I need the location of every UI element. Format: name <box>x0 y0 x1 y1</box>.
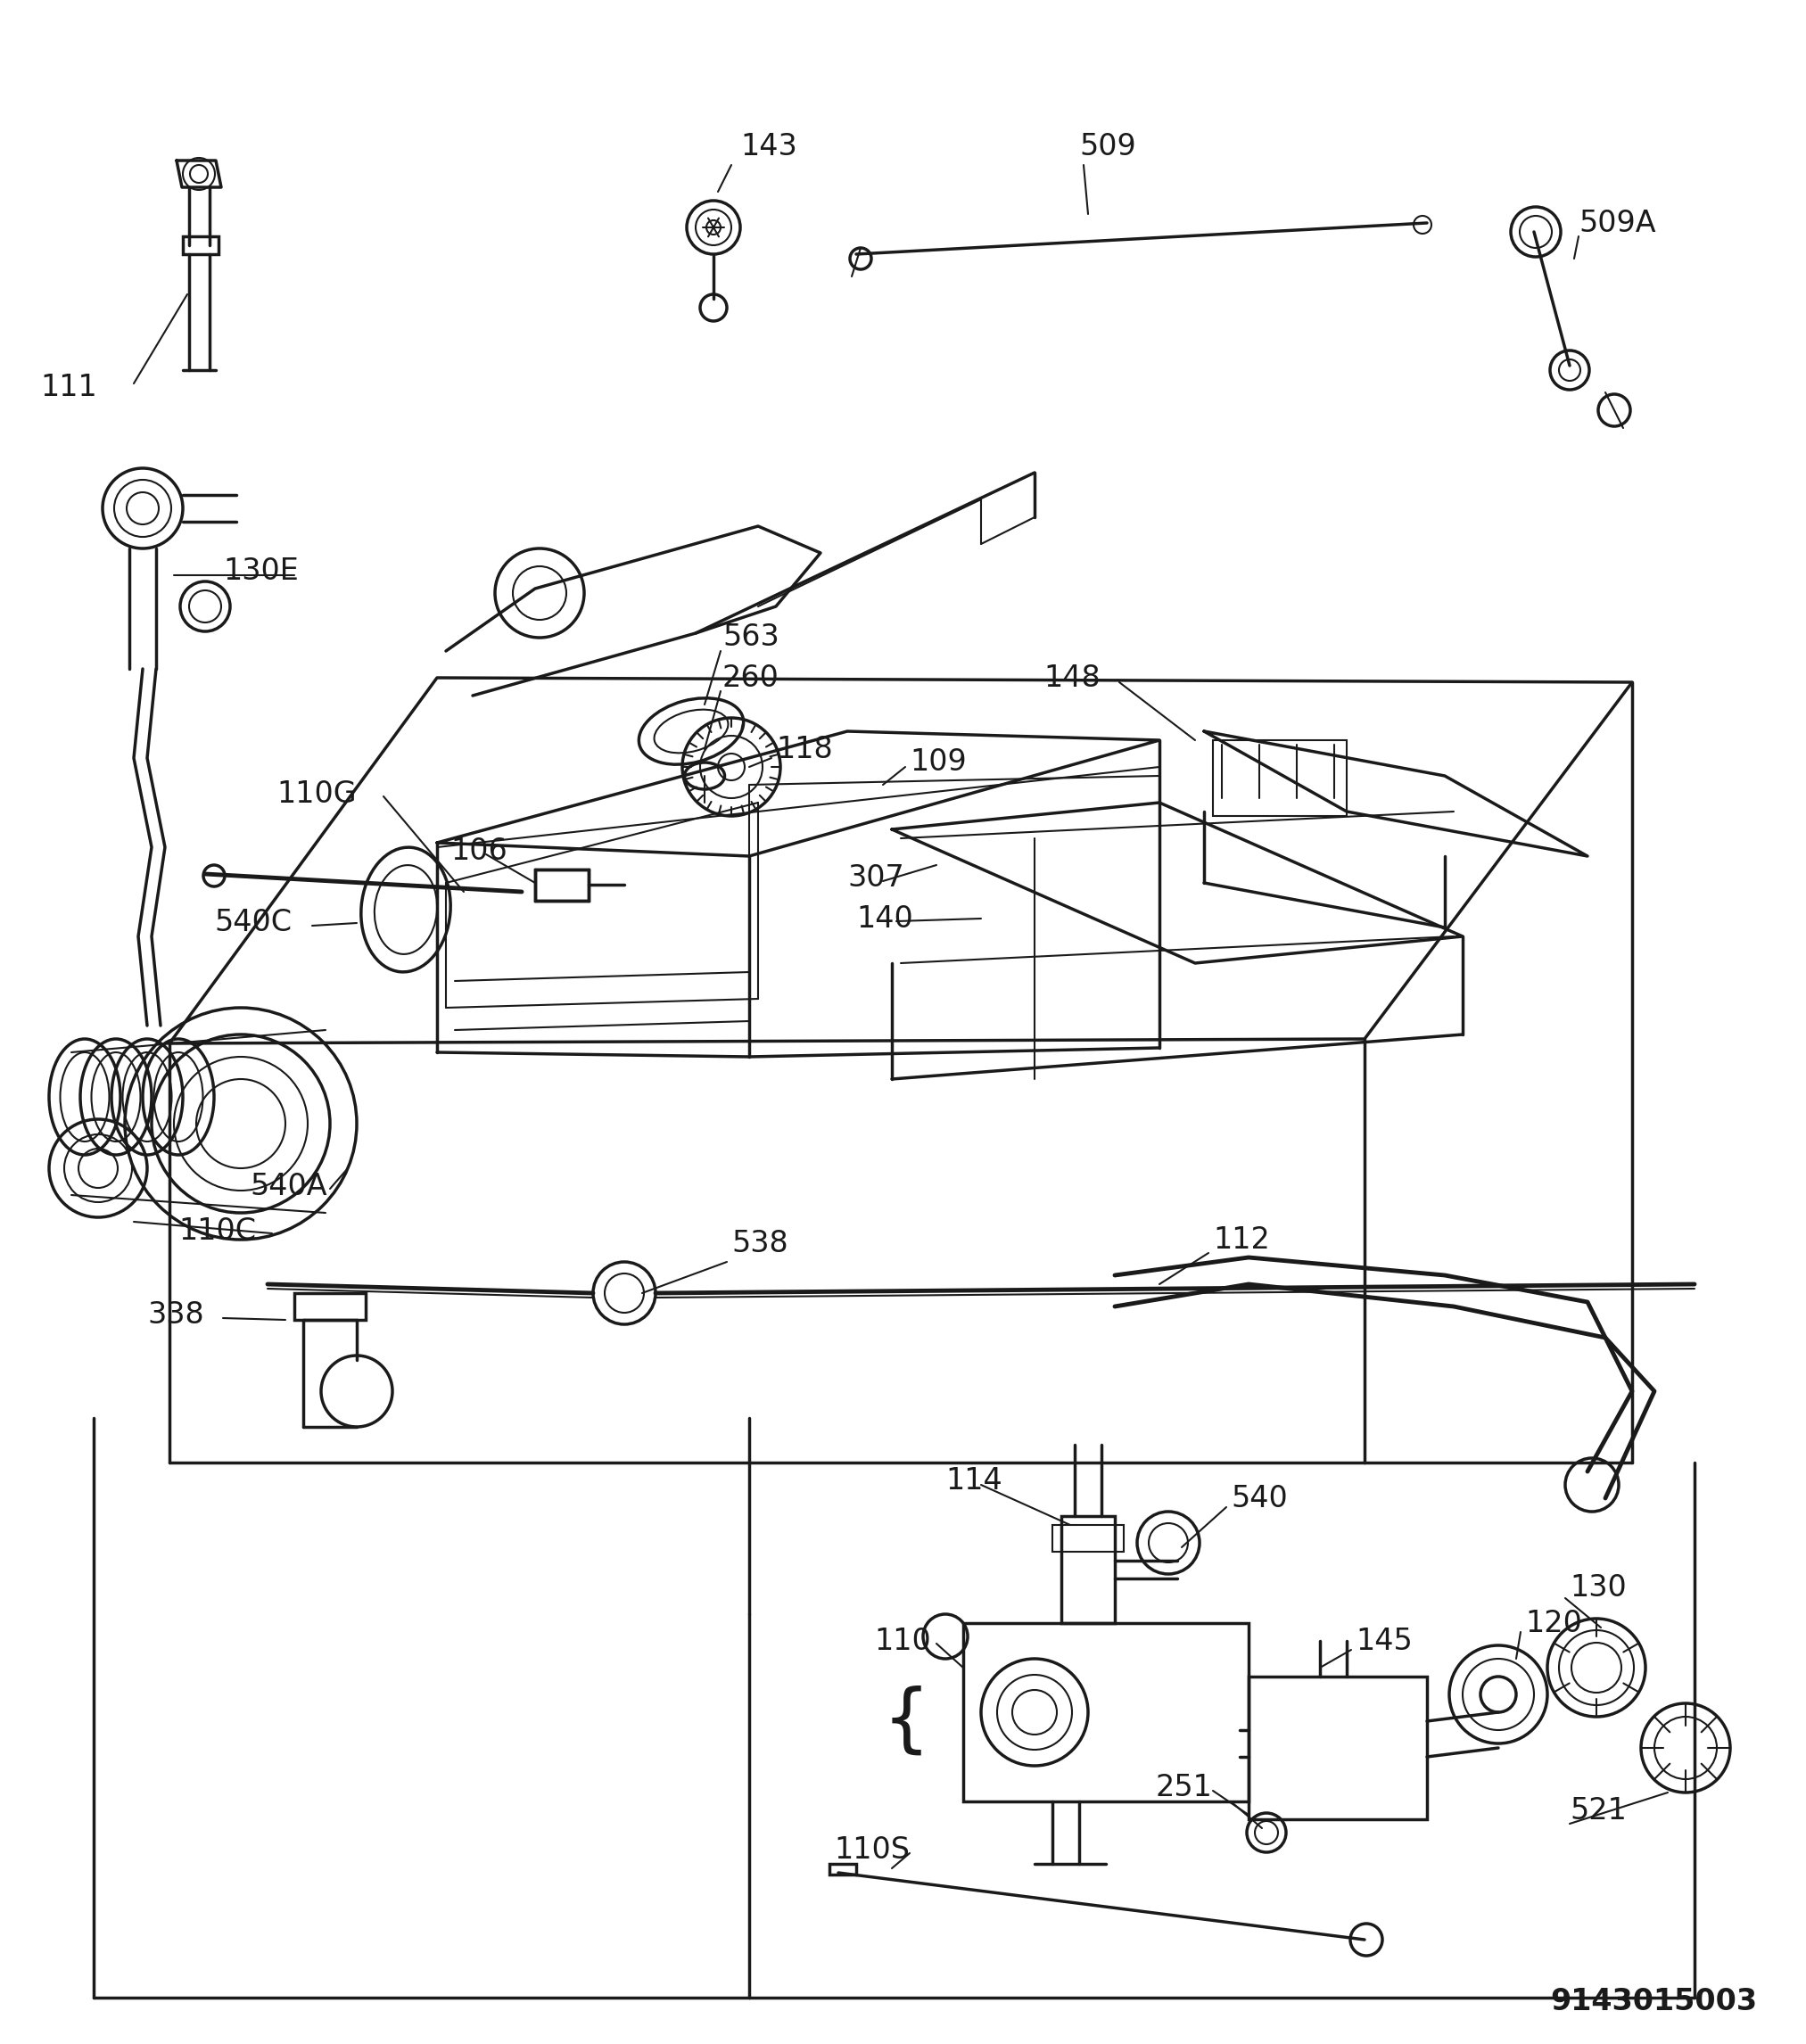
Text: 251: 251 <box>1156 1774 1212 1803</box>
Text: 509: 509 <box>1080 133 1136 161</box>
Text: 110: 110 <box>874 1627 930 1656</box>
Text: 148: 148 <box>1044 662 1100 693</box>
Text: 110S: 110S <box>834 1836 910 1866</box>
Text: 140: 140 <box>856 903 914 934</box>
Text: 110C: 110C <box>179 1216 256 1245</box>
Bar <box>1062 1517 1114 1623</box>
Text: 9143015003: 9143015003 <box>1550 1987 1757 2017</box>
Text: 110G: 110G <box>276 779 356 809</box>
Bar <box>1248 1676 1427 1819</box>
Text: {: { <box>883 1684 930 1758</box>
Bar <box>963 1623 1248 1801</box>
Text: 143: 143 <box>740 133 796 161</box>
Text: 114: 114 <box>945 1466 1002 1494</box>
Text: 509A: 509A <box>1578 208 1656 237</box>
Text: 145: 145 <box>1356 1627 1412 1656</box>
Text: 540C: 540C <box>215 908 291 938</box>
Text: 563: 563 <box>722 623 778 652</box>
Bar <box>1053 1525 1123 1551</box>
Text: 260: 260 <box>722 662 780 693</box>
Text: 111: 111 <box>40 374 98 403</box>
Text: 307: 307 <box>847 865 905 893</box>
Text: 540A: 540A <box>249 1171 327 1200</box>
Text: 106: 106 <box>450 836 507 867</box>
Text: 109: 109 <box>910 748 966 777</box>
Text: 521: 521 <box>1569 1795 1627 1825</box>
Bar <box>182 237 219 253</box>
Bar <box>1214 740 1347 816</box>
Text: 118: 118 <box>777 734 833 764</box>
Text: 540: 540 <box>1230 1484 1288 1513</box>
Text: 112: 112 <box>1214 1224 1270 1255</box>
Bar <box>294 1294 365 1320</box>
Text: 130: 130 <box>1569 1572 1627 1602</box>
Text: 120: 120 <box>1524 1609 1582 1637</box>
Text: 338: 338 <box>146 1300 204 1331</box>
Bar <box>535 869 589 901</box>
Text: 538: 538 <box>731 1228 787 1259</box>
Text: 130E: 130E <box>222 556 298 585</box>
Bar <box>829 1864 856 1874</box>
